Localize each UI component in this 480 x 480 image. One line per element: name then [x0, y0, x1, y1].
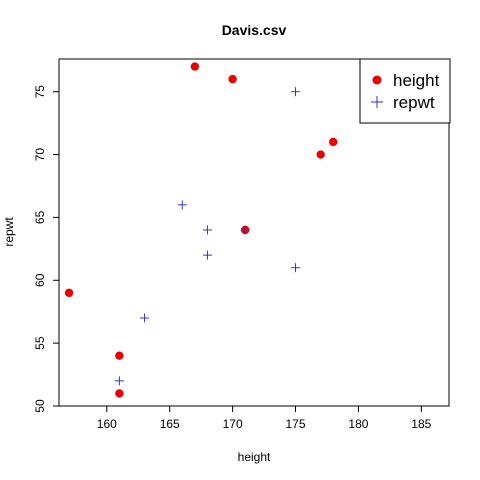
legend-label-height: height [393, 71, 440, 90]
y-tick-label: 75 [33, 85, 47, 99]
x-axis: 160 165 170 175 180 185 [97, 406, 432, 431]
x-tick-label: 185 [411, 417, 431, 431]
y-axis-label: repwt [2, 217, 16, 247]
y-axis: 50 55 60 65 70 75 [33, 85, 59, 413]
point-repwt [291, 87, 301, 97]
point-repwt [140, 313, 150, 323]
x-tick-label: 165 [160, 417, 180, 431]
point-height [228, 74, 237, 84]
point-height [316, 150, 325, 159]
x-axis-label: height [238, 450, 271, 464]
x-tick-label: 160 [97, 417, 117, 431]
point-repwt [291, 263, 301, 273]
point-repwt [114, 376, 124, 386]
y-tick-label: 60 [33, 273, 47, 287]
point-repwt [202, 225, 212, 235]
x-tick-label: 180 [348, 417, 368, 431]
point-height [329, 137, 338, 147]
legend-marker-repwt [371, 96, 383, 108]
legend: height repwt [359, 58, 451, 124]
point-repwt [240, 225, 250, 235]
x-tick-label: 175 [286, 417, 306, 431]
chart-title: Davis.csv [222, 22, 287, 38]
point-height [190, 62, 200, 71]
y-tick-label: 65 [33, 210, 47, 224]
legend-label-repwt: repwt [393, 93, 435, 112]
point-height [115, 351, 124, 360]
y-tick-label: 55 [33, 336, 47, 350]
point-height [64, 288, 74, 298]
data-points [64, 62, 439, 398]
legend-marker-height [372, 75, 382, 85]
x-tick-label: 170 [223, 417, 243, 431]
plot-frame [58, 58, 450, 407]
y-tick-label: 50 [33, 399, 47, 413]
legend-box [359, 58, 451, 124]
point-height [115, 389, 124, 398]
y-tick-label: 70 [33, 148, 47, 162]
point-repwt [202, 250, 212, 260]
point-repwt [177, 200, 187, 210]
